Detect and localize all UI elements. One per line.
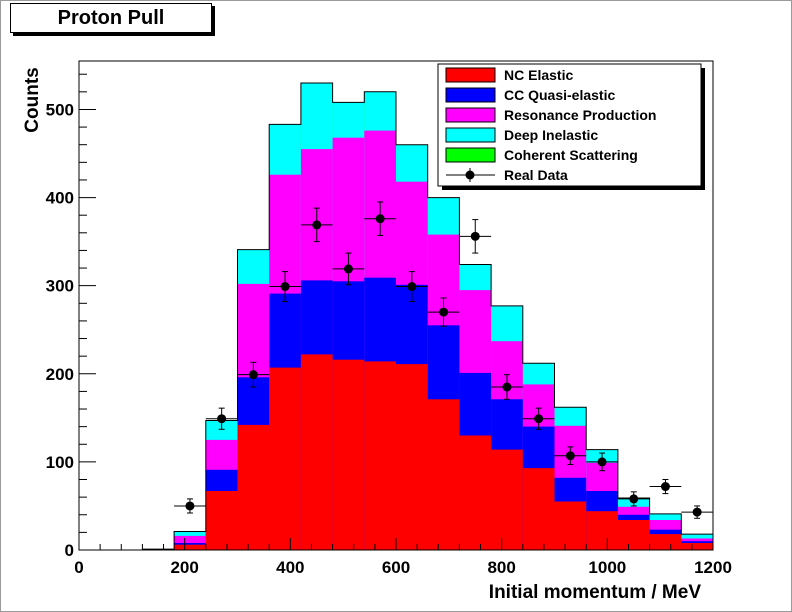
histogram-bar bbox=[364, 361, 396, 550]
data-point bbox=[522, 407, 555, 430]
histogram-bar bbox=[332, 359, 365, 550]
histogram-bar bbox=[205, 491, 238, 550]
data-point bbox=[205, 407, 238, 430]
histogram-bar bbox=[522, 468, 555, 550]
legend-label: Real Data bbox=[504, 167, 568, 183]
data-point bbox=[174, 498, 206, 514]
histogram-bar bbox=[459, 435, 492, 550]
x-tick-label: 800 bbox=[487, 558, 515, 577]
x-tick-label: 600 bbox=[382, 558, 410, 577]
legend-entry: Resonance Production bbox=[445, 107, 656, 123]
legend-label: CC Quasi-elastic bbox=[504, 87, 615, 103]
x-tick-label: 400 bbox=[276, 558, 304, 577]
histogram-bar bbox=[649, 534, 682, 550]
y-tick-label: 100 bbox=[46, 453, 74, 472]
histogram-bar bbox=[491, 449, 523, 550]
histogram-bar bbox=[586, 511, 618, 550]
histogram-bar bbox=[427, 399, 460, 550]
legend-label: NC Elastic bbox=[504, 67, 573, 83]
real-data-points bbox=[174, 201, 713, 519]
y-tick-label: 200 bbox=[46, 365, 74, 384]
y-axis-label: Counts bbox=[22, 67, 43, 132]
y-tick-label: 400 bbox=[46, 189, 74, 208]
x-axis-label: Initial momentum / MeV bbox=[489, 582, 702, 603]
histogram-bar bbox=[300, 354, 333, 550]
data-point bbox=[427, 297, 460, 327]
histogram-bar bbox=[617, 520, 650, 550]
y-tick-label: 300 bbox=[46, 277, 74, 296]
y-tick-label: 0 bbox=[65, 541, 74, 560]
legend-entry: NC Elastic bbox=[445, 67, 573, 83]
data-point bbox=[459, 219, 492, 254]
data-point bbox=[617, 491, 650, 507]
histogram-bar bbox=[174, 544, 206, 550]
data-point bbox=[332, 252, 365, 286]
legend-entry: CC Quasi-elastic bbox=[445, 87, 615, 103]
x-tick-label: 0 bbox=[74, 558, 83, 577]
legend-entry: Coherent Scattering bbox=[445, 147, 638, 163]
histogram-bar bbox=[269, 367, 301, 550]
data-point bbox=[649, 479, 682, 495]
x-tick-label: 200 bbox=[170, 558, 198, 577]
x-tick-label: 1000 bbox=[588, 558, 626, 577]
legend: NC Elastic CC Quasi-elastic Resonance Prod… bbox=[437, 63, 705, 190]
data-point bbox=[586, 452, 618, 472]
legend-box bbox=[437, 63, 702, 187]
data-point bbox=[300, 207, 333, 243]
histogram-bar bbox=[396, 364, 428, 550]
legend-label: Resonance Production bbox=[504, 107, 656, 123]
histogram-outline bbox=[79, 82, 714, 551]
axis-ticks: 0 200 400 600 800 1000 1200 0 100 200 300 400 500 bbox=[46, 73, 732, 577]
histogram-bar bbox=[554, 501, 587, 550]
data-point bbox=[681, 505, 713, 519]
chart-title: Proton Pull bbox=[10, 3, 212, 33]
data-point bbox=[269, 271, 301, 303]
histogram-bar bbox=[681, 543, 713, 550]
legend-label: Coherent Scattering bbox=[504, 147, 638, 163]
legend-entry: Deep Inelastic bbox=[445, 127, 598, 143]
data-point bbox=[237, 361, 270, 388]
legend-entry: Real Data bbox=[446, 167, 568, 183]
legend-label: Deep Inelastic bbox=[504, 127, 598, 143]
y-tick-label: 500 bbox=[46, 100, 74, 119]
data-point bbox=[396, 271, 428, 303]
data-point bbox=[491, 374, 523, 400]
data-point bbox=[554, 446, 587, 466]
data-point bbox=[364, 201, 396, 236]
x-tick-label: 1200 bbox=[694, 558, 732, 577]
histogram-bar bbox=[237, 424, 270, 550]
